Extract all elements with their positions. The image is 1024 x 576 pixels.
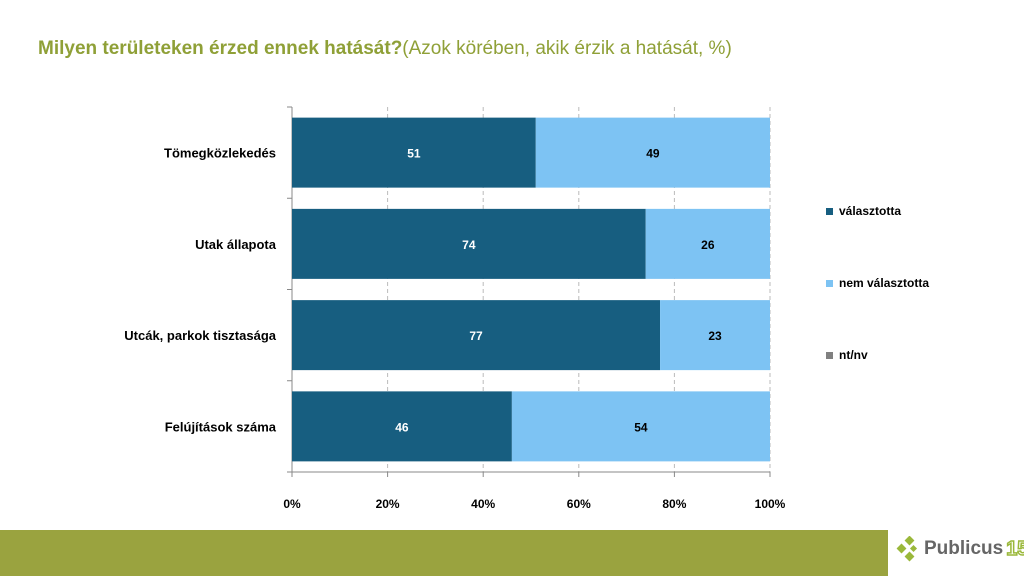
data-label: 51 (407, 147, 421, 161)
publicus-logo: Publicus 15 (895, 536, 1024, 562)
data-label: 49 (646, 147, 660, 161)
logo-diamond-icon (896, 536, 918, 562)
x-tick-label: 60% (567, 497, 591, 511)
logo-text: Publicus (924, 538, 1004, 559)
chart: 0% 20% 40% 60% 80% 100% Tömegközlekedés 51 49 Uta… (124, 106, 929, 511)
bar-nem-v-lasztotta (511, 391, 770, 462)
bar-nem-v-lasztotta (535, 117, 770, 188)
chart-title: Milyen területeken érzed ennek hatását?(… (38, 38, 732, 59)
x-tick-label: 40% (471, 497, 495, 511)
bar-v-lasztotta (292, 117, 536, 188)
data-label: 74 (462, 238, 476, 252)
legend-label: nt/nv (839, 348, 868, 362)
data-label: 26 (701, 238, 715, 252)
data-label: 46 (395, 420, 409, 434)
category-label: Utak állapota (195, 237, 277, 252)
legend-label: választotta (839, 204, 901, 218)
x-tick-label: 80% (662, 497, 686, 511)
bar-v-lasztotta (292, 208, 646, 279)
footer-band (0, 530, 888, 576)
bar-v-lasztotta (292, 300, 661, 371)
x-tick-label: 20% (376, 497, 400, 511)
logo-number: 15 (1005, 537, 1024, 561)
bar-v-lasztotta (292, 391, 512, 462)
bar-nem-v-lasztotta (660, 300, 770, 371)
x-tick-label: 0% (283, 497, 301, 511)
data-label: 23 (708, 329, 722, 343)
category-label: Tömegközlekedés (164, 146, 276, 161)
category-label: Utcák, parkok tisztasága (124, 328, 277, 343)
bar-nem-v-lasztotta (645, 208, 770, 279)
legend-label: nem választotta (839, 276, 929, 290)
category-label: Felújítások száma (165, 419, 277, 434)
legend-swatch (826, 352, 833, 359)
x-tick-label: 100% (755, 497, 786, 511)
legend-swatch (826, 280, 833, 287)
data-label: 77 (469, 329, 483, 343)
data-label: 54 (634, 420, 648, 434)
legend-swatch (826, 208, 833, 215)
